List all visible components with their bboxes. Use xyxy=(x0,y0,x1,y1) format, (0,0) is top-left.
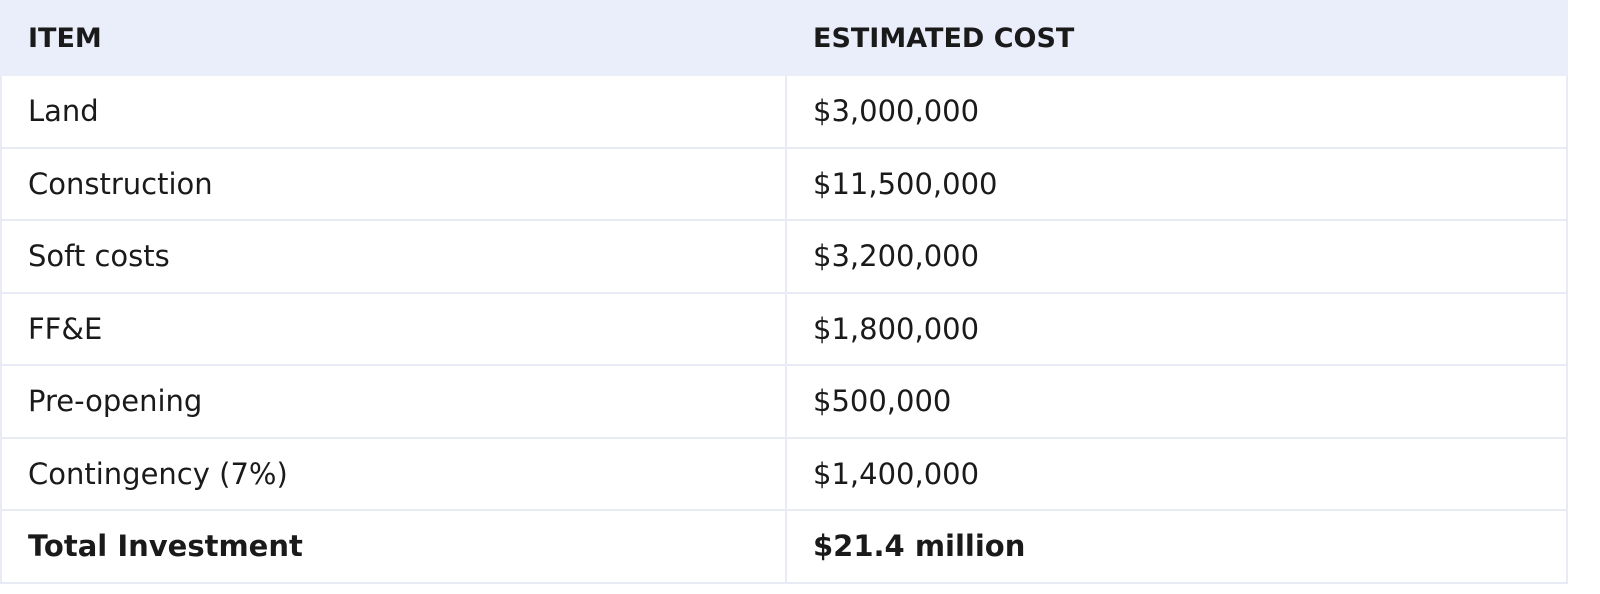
table-cell: $3,000,000 xyxy=(785,74,1568,149)
table-row: Soft costs $3,200,000 xyxy=(0,219,1568,294)
table-cell: $1,400,000 xyxy=(785,436,1568,511)
table-cell: $500,000 xyxy=(785,364,1568,439)
table-row: FF&E $1,800,000 xyxy=(0,291,1568,366)
table-row: Contingency (7%) $1,400,000 xyxy=(0,436,1568,511)
header-cell: ITEM xyxy=(0,0,787,76)
total-cell: Total Investment xyxy=(0,509,787,584)
table-row: Construction $11,500,000 xyxy=(0,146,1568,221)
table-cell: Contingency (7%) xyxy=(0,436,787,511)
total-cell: $21.4 million xyxy=(785,509,1568,584)
table-cell: FF&E xyxy=(0,291,787,366)
table-cell: $1,800,000 xyxy=(785,291,1568,366)
table-cell: Pre-opening xyxy=(0,364,787,439)
table-cell: Construction xyxy=(0,146,787,221)
table-row: Land $3,000,000 xyxy=(0,74,1568,149)
table-cell: Land xyxy=(0,74,787,149)
table-cell: $3,200,000 xyxy=(785,219,1568,294)
table-row: Pre-opening $500,000 xyxy=(0,364,1568,439)
total-row: Total Investment $21.4 million xyxy=(0,509,1568,584)
table-body: Land $3,000,000 Construction $11,500,000 Sof… xyxy=(0,74,1568,584)
cost-table: ITEM ESTIMATED COST Land $3,000,000 Constr… xyxy=(0,0,1568,584)
table-cell: $11,500,000 xyxy=(785,146,1568,221)
table-header: ITEM ESTIMATED COST xyxy=(0,0,1568,76)
header-cell: ESTIMATED COST xyxy=(785,0,1568,76)
header-row: ITEM ESTIMATED COST xyxy=(0,0,1568,76)
table-cell: Soft costs xyxy=(0,219,787,294)
